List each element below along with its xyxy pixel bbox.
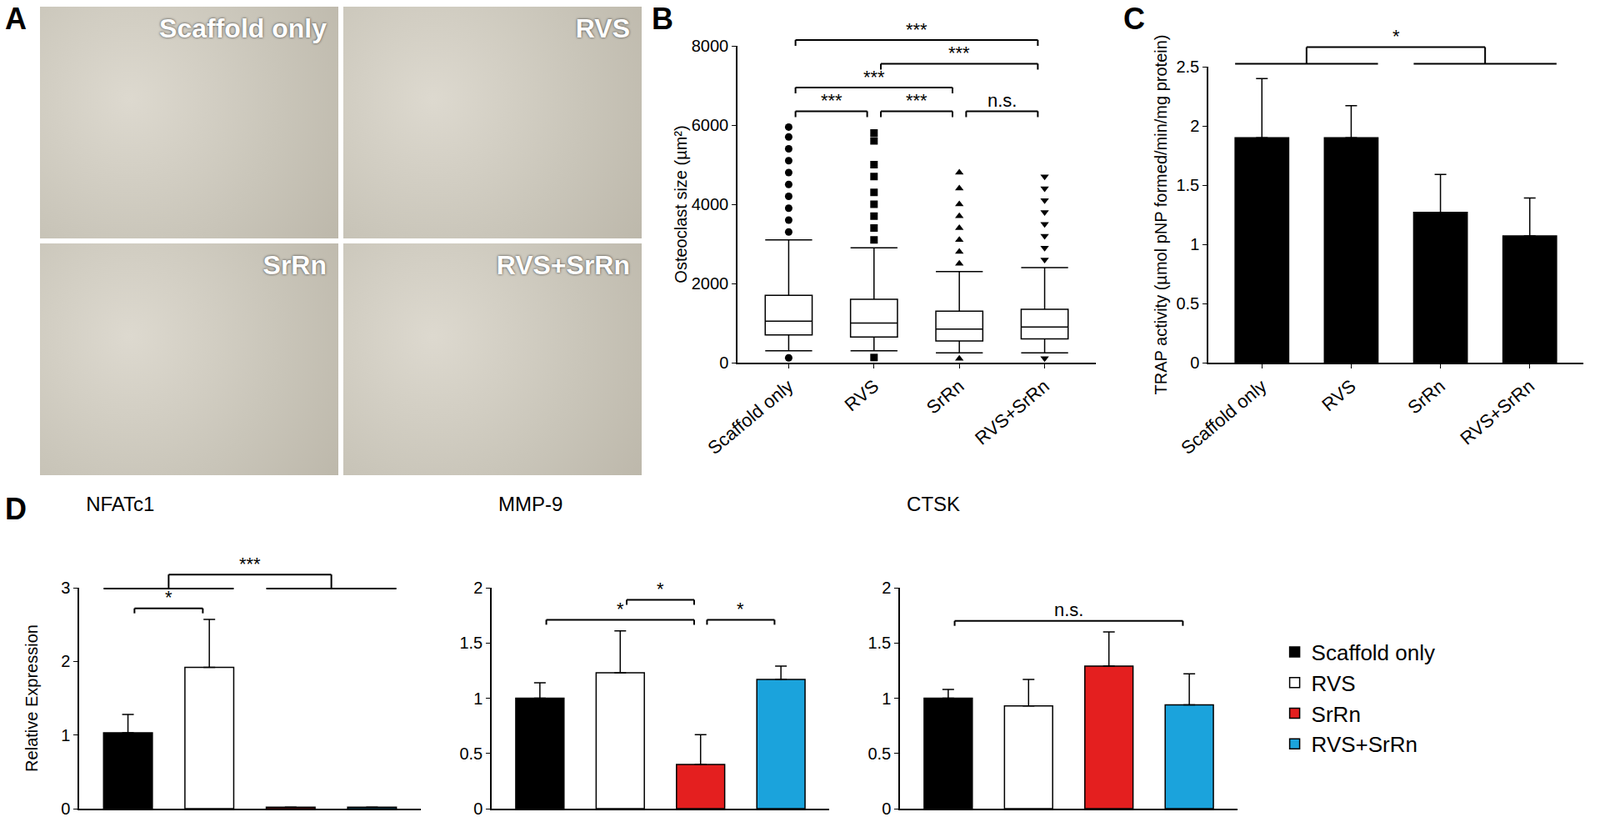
svg-text:2000: 2000 [691,274,730,293]
svg-text:0.5: 0.5 [867,744,891,763]
svg-text:RVS+SrRn: RVS+SrRn [1311,731,1418,757]
svg-text:1.5: 1.5 [867,633,891,652]
svg-text:6000: 6000 [691,115,730,135]
svg-text:RVS+SrRn: RVS+SrRn [970,375,1054,449]
svg-text:***: *** [863,66,885,88]
svg-text:1: 1 [881,689,891,708]
svg-text:Scaffold only: Scaffold only [703,375,797,459]
html-text:RVS+SrRn: RVS+SrRn [496,250,630,280]
svg-text:Relative Expression: Relative Expression [22,624,41,772]
html-text:C: C [1123,1,1145,36]
svg-text:1: 1 [473,689,483,708]
svg-text:SrRn: SrRn [922,375,968,418]
svg-text:SrRn: SrRn [1403,375,1449,418]
svg-text:*: * [736,598,745,620]
svg-text:***: *** [905,19,928,40]
svg-text:*: * [656,578,665,600]
svg-text:***: *** [239,553,261,575]
svg-text:***: *** [820,90,843,111]
svg-text:Scaffold only: Scaffold only [1176,375,1270,459]
svg-text:***: *** [948,42,970,64]
svg-text:1.5: 1.5 [1175,175,1200,195]
svg-text:0.5: 0.5 [1175,294,1200,313]
svg-text:3: 3 [60,578,70,597]
svg-text:RVS: RVS [840,375,883,415]
svg-text:1.5: 1.5 [459,633,483,652]
svg-text:0: 0 [719,353,729,372]
svg-text:4000: 4000 [691,195,730,214]
svg-text:TRAP activity (µmol pNP formed: TRAP activity (µmol pNP formed/min/mg pr… [1151,34,1170,395]
html-text:B: B [651,1,674,36]
svg-text:*: * [165,586,173,608]
svg-text:*: * [616,598,625,620]
svg-text:8000: 8000 [691,36,730,55]
html-text:Scaffold only: Scaffold only [159,13,327,44]
svg-text:RVS+SrRn: RVS+SrRn [1455,375,1539,449]
svg-text:RVS: RVS [1311,670,1356,696]
svg-text:Scaffold only: Scaffold only [1311,640,1435,665]
svg-text:Osteoclast size (µm²): Osteoclast size (µm²) [671,125,690,283]
svg-text:SrRn: SrRn [1311,701,1361,727]
html-text:SrRn: SrRn [262,250,327,280]
svg-text:1: 1 [1190,235,1200,254]
svg-text:2: 2 [1190,116,1200,135]
svg-text:2: 2 [881,578,891,597]
svg-text:*: * [1392,25,1400,47]
html-text:D: D [5,491,27,526]
svg-text:0: 0 [473,799,483,818]
svg-text:n.s.: n.s. [1054,599,1084,620]
svg-text:1: 1 [60,725,70,745]
svg-text:2.5: 2.5 [1175,57,1200,76]
svg-text:0: 0 [881,799,891,818]
svg-text:CTSK: CTSK [906,492,960,515]
svg-text:0: 0 [60,799,70,818]
svg-text:2: 2 [60,651,70,670]
svg-text:2: 2 [473,578,483,597]
html-text:RVS: RVS [575,13,630,44]
svg-text:0.5: 0.5 [459,744,483,763]
svg-text:n.s.: n.s. [987,90,1017,111]
svg-text:NFATc1: NFATc1 [85,492,155,515]
svg-text:MMP-9: MMP-9 [498,492,563,515]
svg-text:***: *** [905,90,928,111]
html-text:A: A [5,1,27,36]
svg-text:0: 0 [1190,353,1200,372]
svg-text:RVS: RVS [1317,375,1360,415]
